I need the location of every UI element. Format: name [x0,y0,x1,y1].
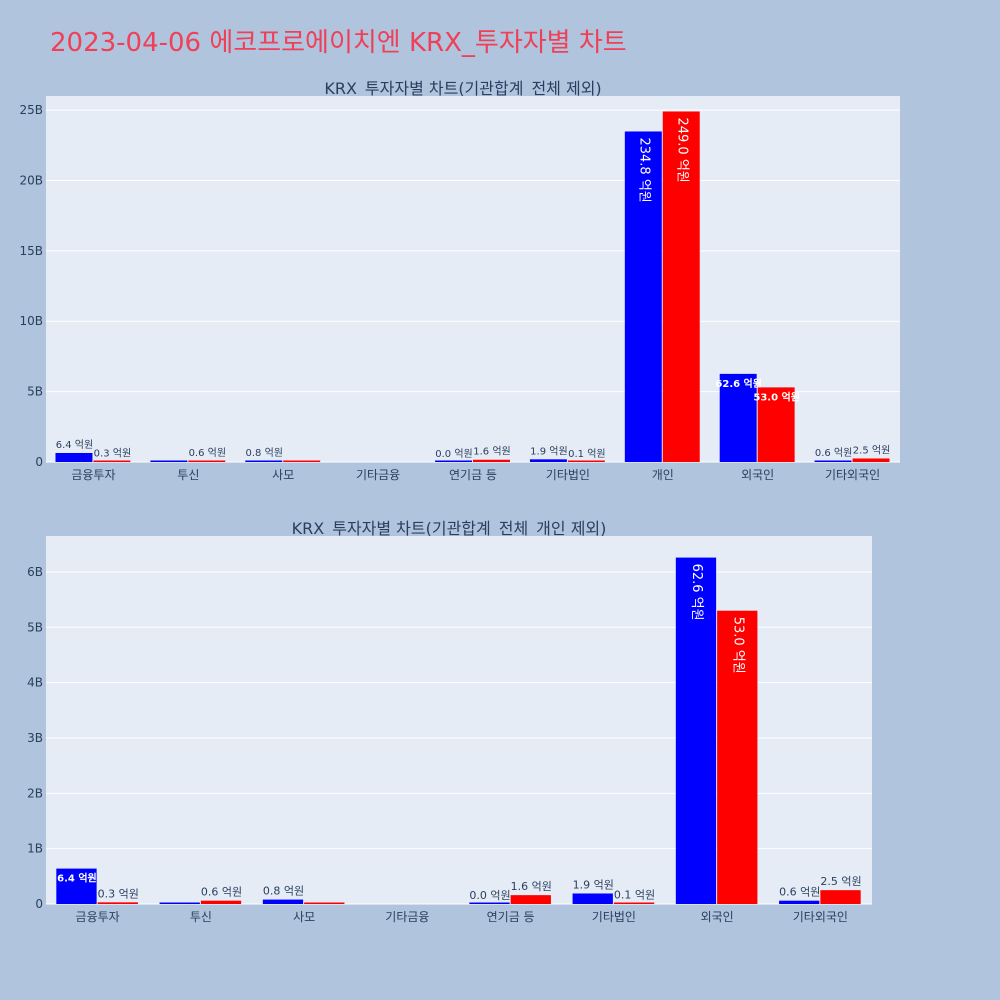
bar [567,460,605,462]
data-label: 0.1 억원 [568,448,605,460]
data-label: 249.0 억원 [674,117,689,182]
y-tick-label: 4B [27,676,43,690]
x-tick-label: 기타법인 [546,468,590,482]
chart-title: KRX_투자자별 차트(기관합계_전체_개인 제외) [292,519,607,539]
y-tick-label: 5B [27,620,43,634]
x-tick-label: 금융투자 [71,468,115,482]
x-tick-label: 기타외국인 [793,910,848,924]
data-label: 0.8 억원 [246,447,283,459]
bar [779,900,820,904]
data-label: 2.5 억원 [853,444,890,456]
bar [613,902,655,904]
data-label: 6.4 억원 [57,872,97,885]
bar [529,459,567,462]
data-label: 1.6 억원 [511,880,552,893]
bar [55,452,93,462]
bar [510,895,551,904]
bar [262,899,304,904]
x-tick-label: 연기금 등 [487,910,535,924]
bar [150,460,188,462]
bar [719,373,757,462]
bar [469,902,510,904]
bar [473,459,510,462]
y-tick-label: 0 [35,455,43,469]
bar [675,557,717,904]
data-label: 0.0 억원 [435,448,472,460]
y-tick-label: 5B [27,385,43,399]
bar [245,460,283,462]
x-tick-label: 연기금 등 [449,468,497,482]
bar [93,460,131,462]
bar [188,460,226,462]
data-label: 2.5 억원 [820,875,861,888]
bar [304,902,345,904]
bar [814,460,852,462]
x-tick-label: 기타금융 [385,910,429,924]
bar [852,458,890,462]
y-tick-label: 10B [19,314,43,328]
y-tick-label: 6B [27,565,43,579]
x-tick-label: 투신 [190,910,212,924]
x-tick-label: 기타외국인 [825,468,880,482]
data-label: 0.3 억원 [94,448,131,460]
y-tick-label: 3B [27,731,43,745]
data-label: 62.6 억원 [715,377,762,390]
x-tick-label: 투신 [177,468,199,482]
data-label: 1.6 억원 [473,446,510,458]
x-tick-label: 기타금융 [356,468,400,482]
y-tick-label: 20B [19,173,43,187]
y-tick-label: 2B [27,786,43,800]
y-tick-label: 0 [35,897,43,911]
x-tick-label: 기타법인 [592,910,636,924]
data-label: 0.6 억원 [815,447,852,459]
data-label: 1.9 억원 [573,878,614,891]
x-tick-label: 외국인 [741,468,774,482]
data-label: 62.6 억원 [689,564,704,621]
bar [56,868,97,904]
y-tick-label: 1B [27,842,43,856]
data-label: 0.3 억원 [98,887,139,900]
data-label: 0.6 억원 [779,886,820,899]
bar-chart-excluding-institutions: KRX_투자자별 차트(기관합계_전체 제외) 0 5B 10B 15B 20B 25B 6.… [19,79,900,482]
data-label: 53.0 억원 [753,390,800,403]
bar-chart-excluding-institutions-and-individuals: KRX_투자자별 차트(기관합계_전체_개인 제외) 0 1B 2B 3B 4B 5B 6B 6… [27,519,872,924]
y-tick-label: 15B [19,244,43,258]
data-label: 0.6 억원 [201,886,242,899]
bar [435,460,472,462]
bar [283,460,321,462]
data-label: 234.8 억원 [636,137,651,202]
bar [97,902,138,904]
data-label: 53.0 억원 [730,617,745,674]
page-title: 2023-04-06 에코프로에이치엔 KRX_투자자별 차트 [50,28,627,58]
bar [717,610,758,904]
data-label: 0.1 억원 [614,888,655,901]
chart-title: KRX_투자자별 차트(기관합계_전체 제외) [324,79,601,99]
bar [757,387,795,462]
bar [662,111,700,462]
bar [572,893,613,904]
data-label: 0.0 억원 [469,889,510,902]
x-tick-label: 금융투자 [76,910,120,924]
x-tick-label: 개인 [652,468,674,482]
x-tick-label: 사모 [272,468,294,482]
data-label: 1.9 억원 [530,445,567,457]
bar [820,890,861,904]
data-label: 0.8 억원 [263,885,304,898]
x-tick-label: 외국인 [701,910,734,924]
bar [624,131,662,462]
bar [159,902,200,904]
x-tick-label: 사모 [293,910,315,924]
y-tick-label: 25B [19,103,43,117]
bar [200,900,242,904]
data-label: 0.6 억원 [189,447,226,459]
data-label: 6.4 억원 [56,439,93,451]
